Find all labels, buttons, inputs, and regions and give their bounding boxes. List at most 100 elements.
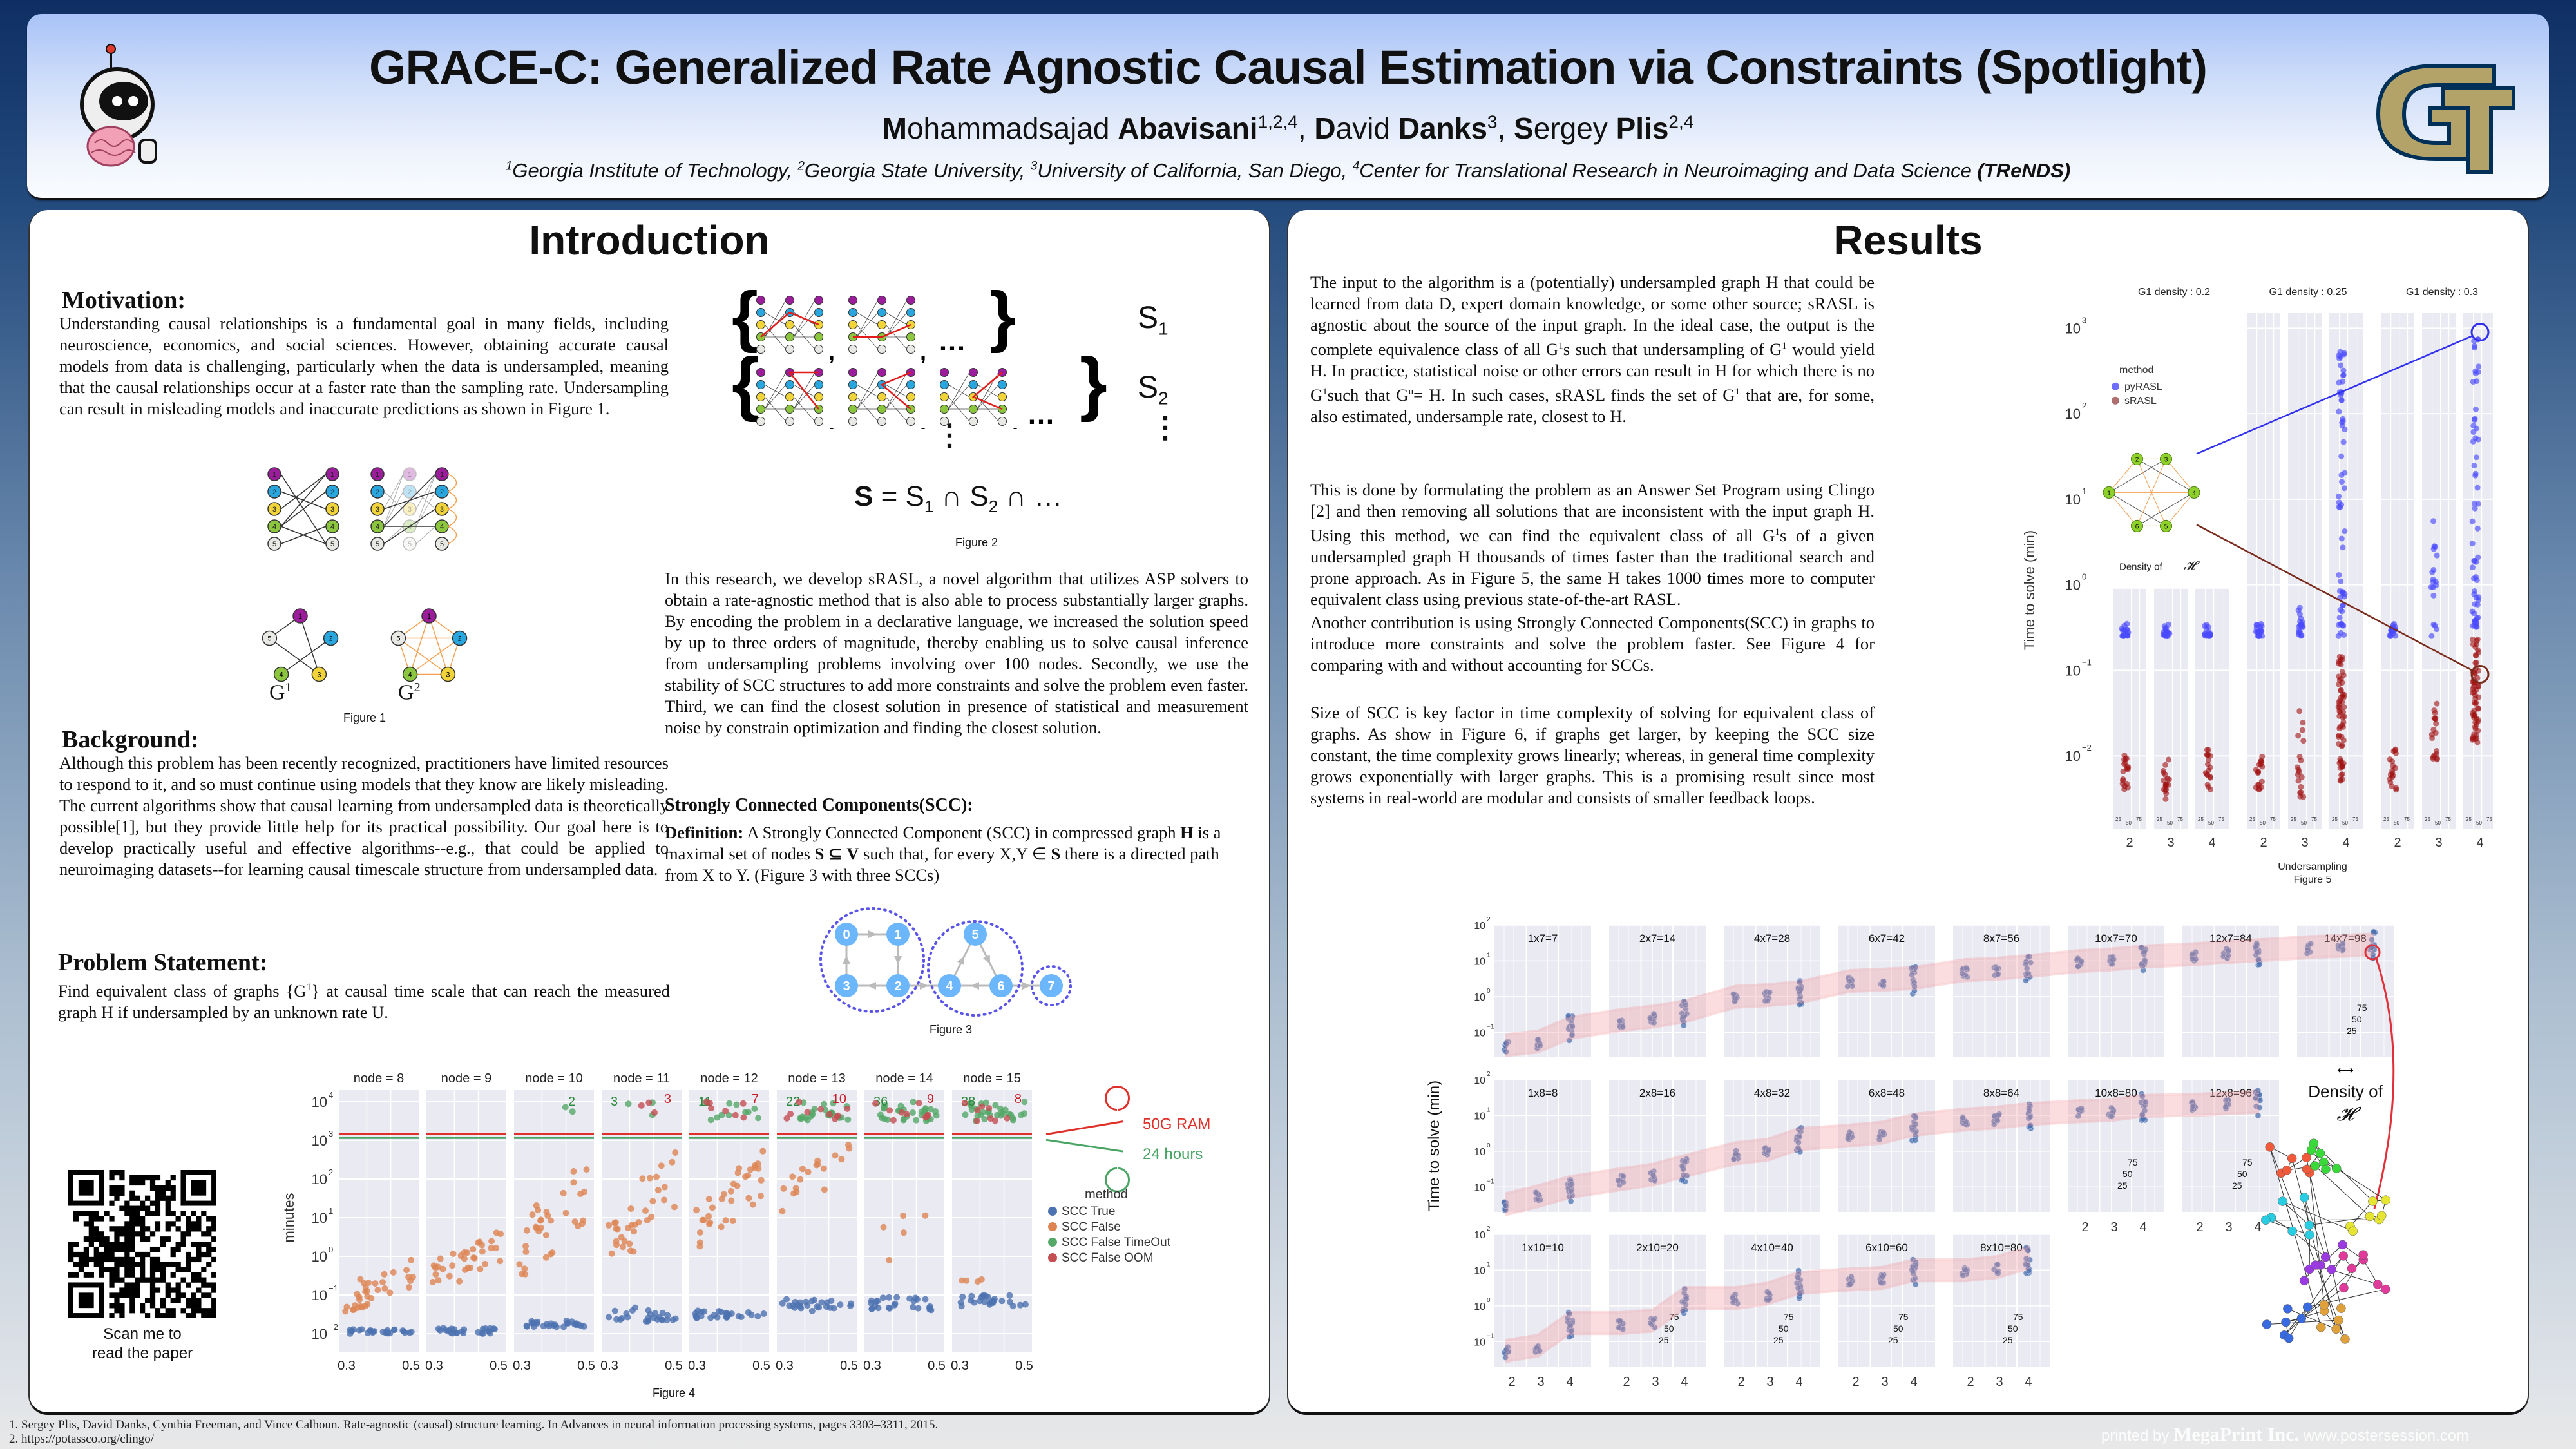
inner-tick-label: 50 bbox=[2237, 1169, 2247, 1179]
graph-edge bbox=[948, 384, 970, 410]
point-scc-false bbox=[461, 1266, 468, 1273]
qr-module bbox=[124, 1272, 130, 1278]
printer-credit: printed by MegaPrint Inc. www.postersess… bbox=[2101, 1424, 2470, 1445]
graph-node bbox=[323, 630, 339, 646]
point-srasl bbox=[2470, 637, 2476, 643]
point-scc-false bbox=[535, 1228, 542, 1235]
graph-node-label: 5 bbox=[330, 541, 334, 548]
point-srasl bbox=[2299, 727, 2305, 733]
data-point bbox=[1616, 1017, 1623, 1024]
point-pyrasl bbox=[2340, 367, 2347, 374]
qr-module bbox=[144, 1277, 151, 1283]
facet-title: G1 density : 0.25 bbox=[2269, 287, 2347, 298]
point-pyrasl bbox=[2470, 423, 2477, 429]
network-node bbox=[2282, 1166, 2292, 1175]
qr-module bbox=[155, 1190, 161, 1196]
graph-node bbox=[848, 308, 857, 317]
data-point bbox=[2023, 965, 2030, 972]
inner-tick-label: 75 bbox=[2136, 816, 2142, 822]
data-point bbox=[2256, 1104, 2263, 1111]
graph-edge bbox=[885, 384, 908, 398]
point-scc-false bbox=[350, 1306, 358, 1313]
graph-edge bbox=[383, 491, 436, 510]
qr-module bbox=[160, 1277, 166, 1283]
point-scc-false bbox=[575, 1222, 582, 1229]
point-oom bbox=[804, 1109, 811, 1116]
point-pyrasl bbox=[2476, 363, 2482, 370]
y-tick-exponent: 2 bbox=[2082, 401, 2086, 410]
point-pyrasl bbox=[2203, 622, 2209, 628]
qr-module bbox=[149, 1287, 156, 1293]
data-point bbox=[1503, 1040, 1510, 1047]
affiliation: Georgia State University, bbox=[804, 159, 1031, 182]
data-point bbox=[1536, 1347, 1543, 1354]
point-timeout bbox=[997, 1105, 1004, 1112]
scc-node bbox=[886, 974, 910, 997]
inner-tick-label: 25 bbox=[1773, 1335, 1784, 1345]
data-point bbox=[1912, 1281, 1919, 1288]
x-tick-label: 4 bbox=[2208, 836, 2215, 850]
reference-2[interactable]: 2. https://potassco.org/clingo/ bbox=[9, 1432, 155, 1446]
data-point bbox=[1963, 964, 1970, 972]
qr-module bbox=[155, 1256, 161, 1263]
point-scc-false bbox=[799, 1166, 806, 1173]
data-point bbox=[2141, 1107, 2148, 1114]
qr-module bbox=[119, 1170, 125, 1176]
qr-module bbox=[68, 1246, 74, 1252]
qr-code[interactable] bbox=[68, 1170, 216, 1318]
point-srasl bbox=[2120, 769, 2126, 775]
x-tick-label: 0.5 bbox=[840, 1359, 858, 1371]
point-scc-false bbox=[570, 1179, 577, 1186]
qr-module bbox=[175, 1287, 181, 1293]
point-scc-true bbox=[971, 1299, 978, 1306]
point-scc-true bbox=[808, 1298, 816, 1305]
graph-edge bbox=[280, 474, 327, 510]
qr-module bbox=[68, 1242, 74, 1247]
data-point bbox=[2304, 950, 2311, 957]
qr-module bbox=[196, 1298, 202, 1303]
point-pyrasl bbox=[2338, 479, 2345, 485]
data-point bbox=[2138, 944, 2145, 951]
scc-arrowhead bbox=[843, 955, 850, 964]
graph-node bbox=[262, 630, 278, 646]
point-pyrasl bbox=[2341, 485, 2347, 492]
network-edge bbox=[2320, 1244, 2343, 1266]
data-point bbox=[1566, 1310, 1573, 1318]
qr-module bbox=[170, 1298, 176, 1303]
qr-module bbox=[109, 1185, 115, 1191]
network-edge bbox=[2336, 1168, 2386, 1201]
qr-module bbox=[83, 1221, 90, 1227]
data-point bbox=[1682, 1001, 1689, 1008]
graph-edge bbox=[300, 615, 320, 675]
point-srasl bbox=[2472, 700, 2479, 707]
qr-module bbox=[140, 1308, 146, 1314]
qr-module bbox=[109, 1246, 115, 1252]
network-node bbox=[2319, 1300, 2329, 1310]
y-tick-exponent: 1 bbox=[1487, 1261, 1491, 1268]
point-scc-false bbox=[653, 1173, 660, 1180]
figure2-vdots-right: ⋮ bbox=[1150, 411, 1180, 444]
qr-module bbox=[109, 1242, 115, 1247]
graph-node bbox=[877, 308, 886, 317]
point-pyrasl bbox=[2471, 501, 2477, 507]
point-pyrasl bbox=[2161, 629, 2167, 635]
qr-module bbox=[155, 1226, 161, 1232]
qr-module bbox=[124, 1205, 130, 1211]
data-point bbox=[1994, 1269, 2001, 1276]
author: Mohammadsajad Abavisani1,2,4, bbox=[882, 111, 1315, 145]
point-scc-true bbox=[794, 1301, 801, 1309]
facet-panel bbox=[1838, 925, 1935, 1057]
inset-graph-label: 3 bbox=[2164, 456, 2168, 463]
graph-edge bbox=[280, 526, 327, 544]
data-point bbox=[2025, 1247, 2032, 1254]
point-scc-false bbox=[492, 1245, 499, 1252]
qr-module bbox=[211, 1287, 216, 1293]
qr-module bbox=[109, 1292, 115, 1298]
data-point bbox=[1650, 1010, 1657, 1017]
inner-tick-label: 25 bbox=[2198, 816, 2204, 822]
qr-module bbox=[114, 1256, 120, 1263]
point-scc-true bbox=[631, 1304, 638, 1311]
annotation-arrow-srasl bbox=[2196, 524, 2473, 671]
point-scc-true bbox=[606, 1314, 613, 1321]
data-point bbox=[1994, 971, 2001, 978]
